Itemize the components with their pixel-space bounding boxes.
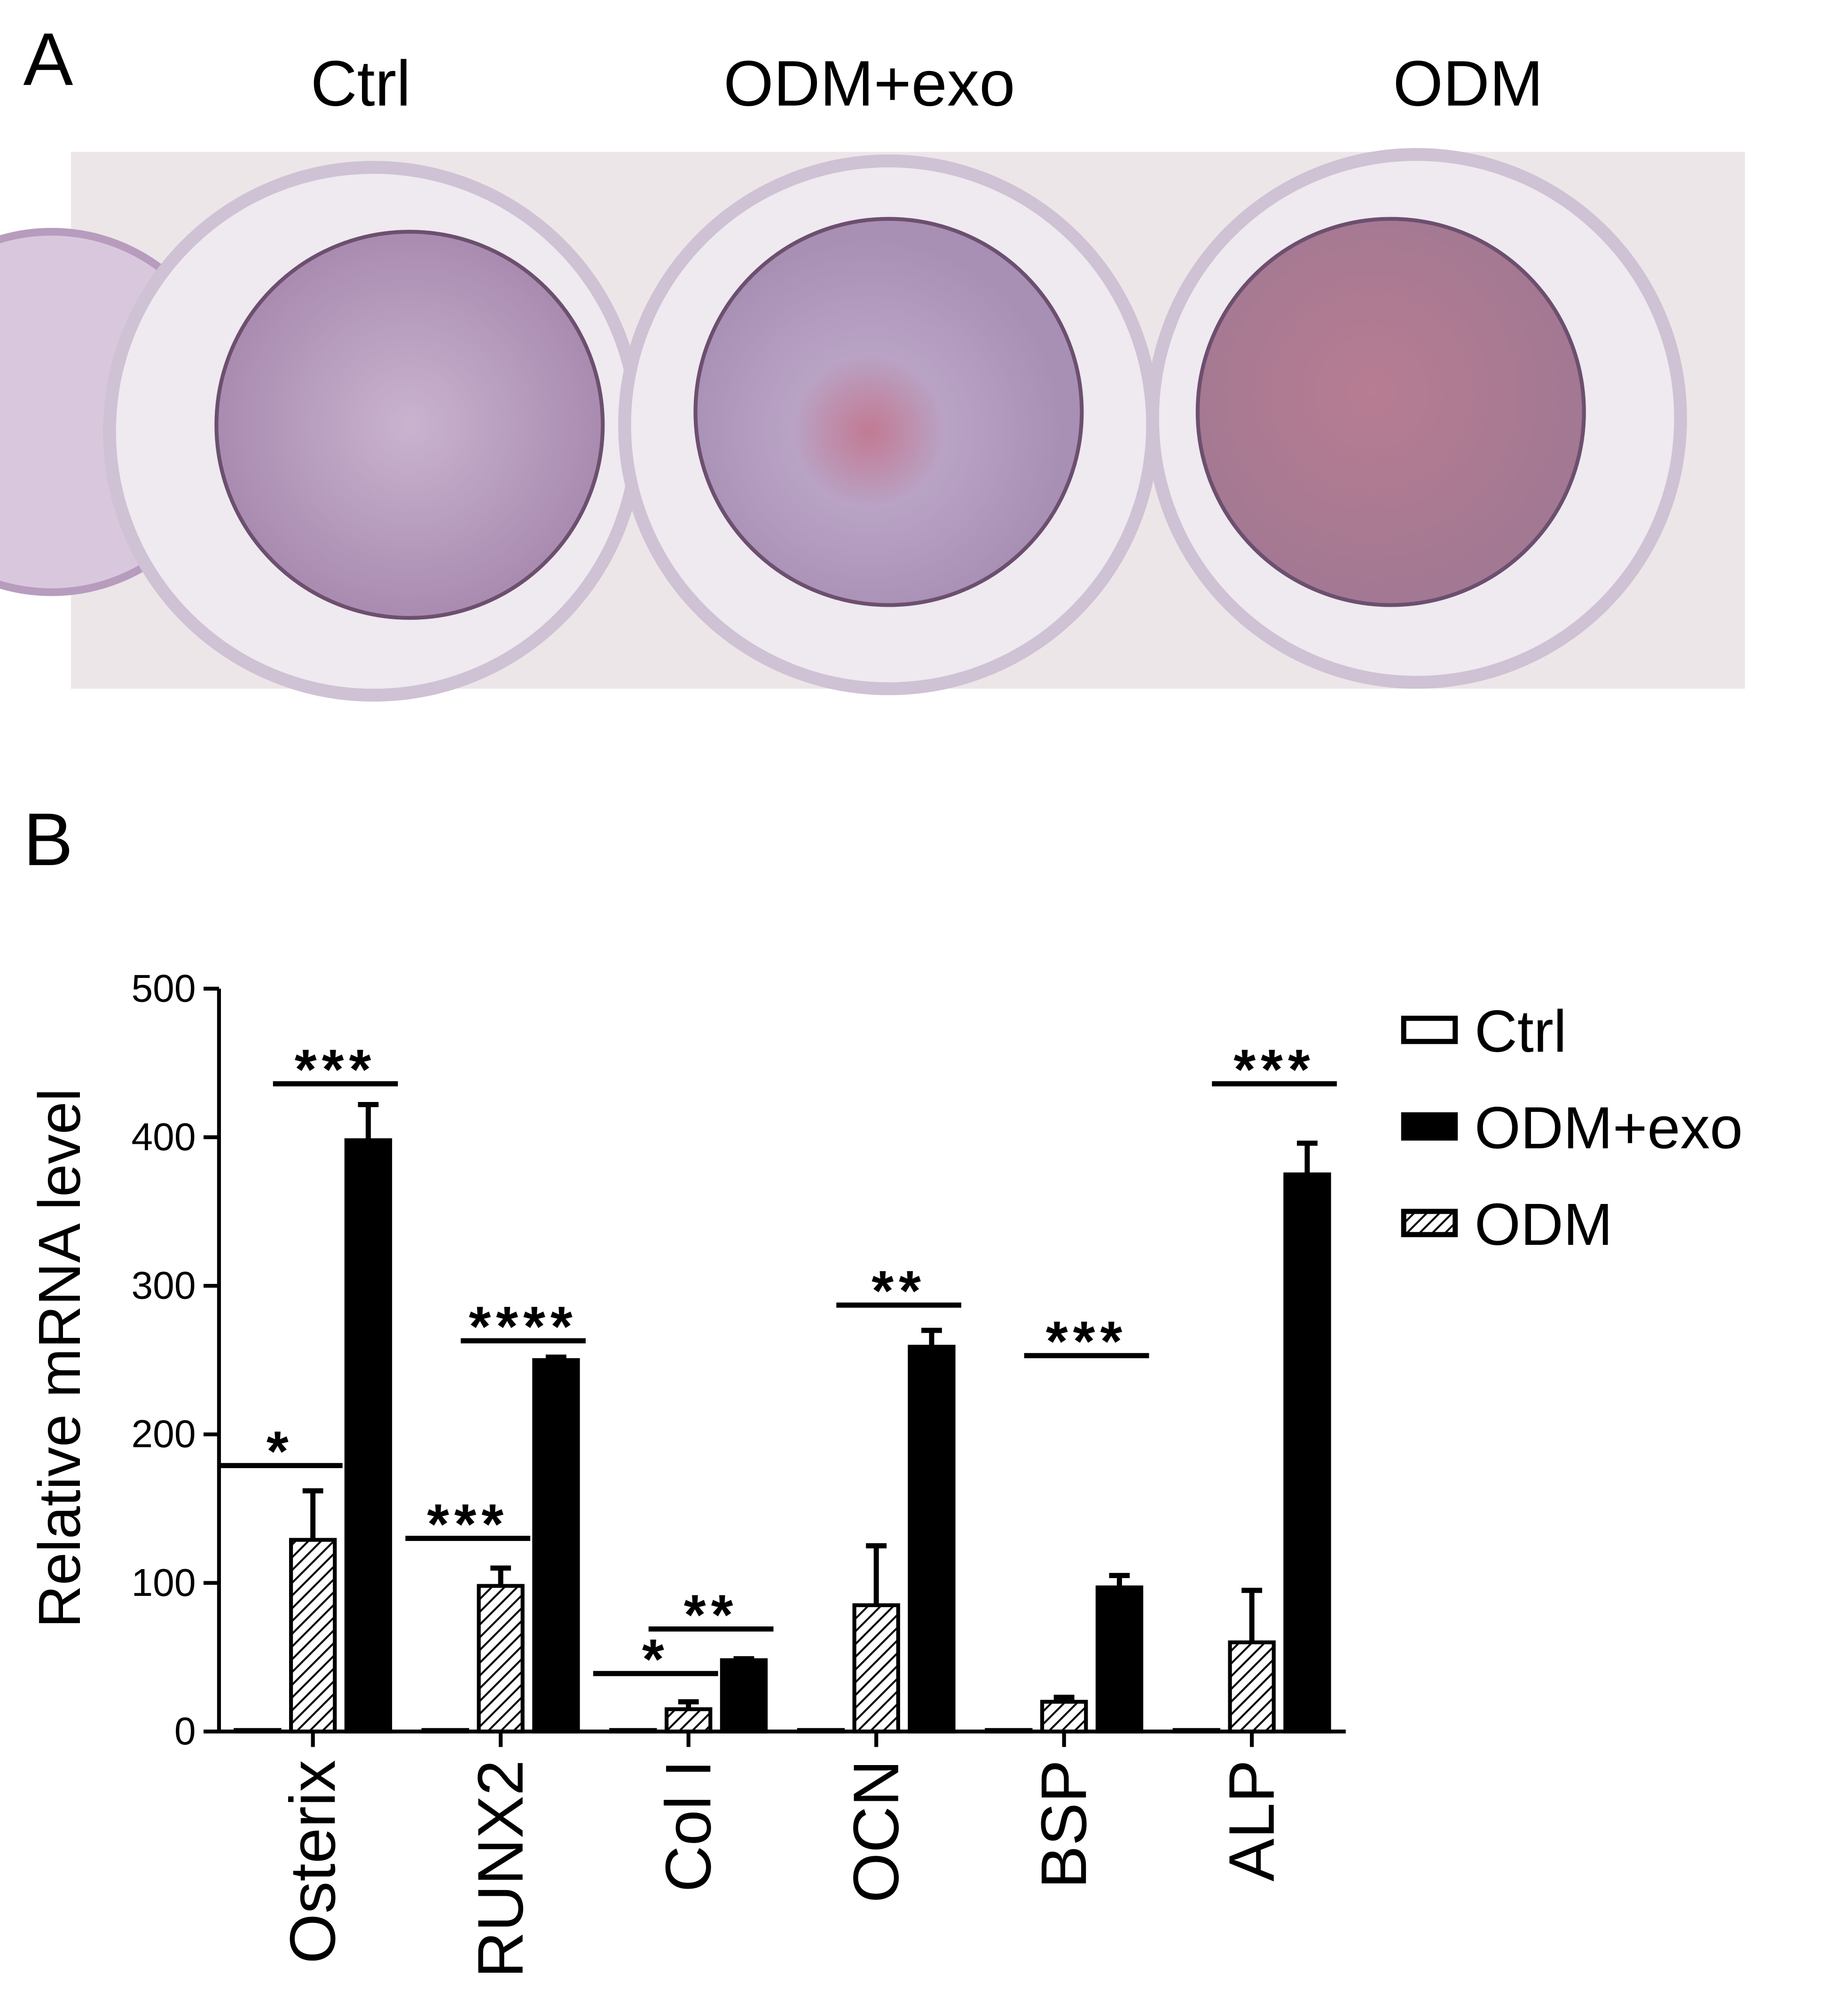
significance-stars: *** [427, 1492, 509, 1556]
legend-swatch [1401, 1112, 1458, 1141]
y-tick-label: 400 [131, 1116, 196, 1158]
significance-stars: *** [1046, 1310, 1128, 1373]
legend-label: Ctrl [1475, 998, 1567, 1064]
x-tick-label: Osterix [277, 1760, 349, 1964]
well-photo [0, 148, 1745, 702]
y-tick-label: 300 [131, 1265, 196, 1307]
bar [609, 1728, 657, 1734]
significance-stars: ** [871, 1259, 926, 1322]
x-tick-label: OCN [840, 1760, 912, 1903]
bar [1095, 1585, 1144, 1734]
bar [344, 1138, 392, 1734]
bar [720, 1658, 768, 1734]
bar [1040, 1700, 1088, 1734]
legend-swatch [1401, 1016, 1458, 1044]
bar [532, 1358, 580, 1734]
significance-stars: * [267, 1420, 294, 1483]
y-axis-label: Relative mRNA level [26, 1088, 93, 1628]
x-tick-label: RUNX2 [465, 1760, 537, 1978]
panel-label: A [24, 17, 73, 101]
y-tick-label: 500 [131, 967, 196, 1010]
legend-swatch [1401, 1209, 1458, 1237]
significance-stars: *** [295, 1038, 377, 1101]
bar [234, 1728, 282, 1734]
y-tick-label: 200 [131, 1413, 196, 1456]
bar [1172, 1728, 1221, 1734]
x-tick-label: Col I [652, 1760, 724, 1892]
column-label: Ctrl [311, 48, 411, 120]
bar [289, 1538, 337, 1734]
significance-stars: * [642, 1627, 669, 1691]
legend-label: ODM [1475, 1191, 1613, 1258]
bar [1283, 1172, 1331, 1734]
bar [908, 1344, 956, 1734]
bar [421, 1728, 470, 1734]
bar [797, 1728, 845, 1734]
bar [477, 1584, 525, 1734]
panel-label: B [24, 797, 73, 881]
x-tick-label: BSP [1028, 1760, 1100, 1889]
x-tick-label: ALP [1216, 1760, 1288, 1882]
y-tick-label: 0 [174, 1710, 196, 1753]
bar [664, 1707, 713, 1734]
column-label: ODM [1393, 48, 1543, 120]
y-tick-label: 100 [131, 1562, 196, 1604]
significance-stars: ** [684, 1583, 738, 1646]
column-label: ODM+exo [723, 48, 1015, 120]
significance-stars: **** [469, 1295, 577, 1358]
legend-label: ODM+exo [1475, 1095, 1743, 1161]
bar [985, 1728, 1033, 1734]
significance-stars: *** [1233, 1038, 1315, 1101]
bar [1228, 1640, 1276, 1734]
bar [852, 1603, 900, 1734]
